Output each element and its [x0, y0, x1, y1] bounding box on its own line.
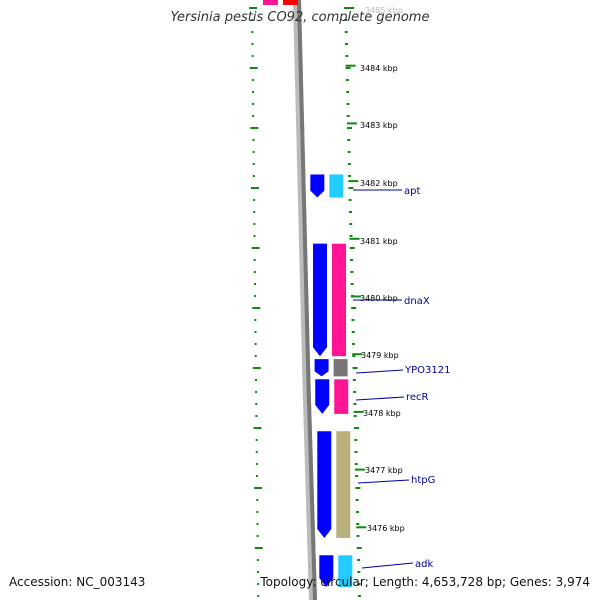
- cds-arrow-htpG: [317, 431, 332, 538]
- cds-arrow-dnaX: [312, 243, 327, 357]
- gene-bar-adk: [338, 555, 353, 587]
- gene-labels: apt dnaX YPO3121 recR htpG adk: [353, 186, 450, 570]
- gene-bar-recR: [334, 379, 349, 414]
- accession-label: Accession: NC_003143: [9, 575, 146, 589]
- kbp-ruler: [344, 7, 367, 529]
- gene-bar-dnaX: [331, 243, 346, 357]
- cds-arrow-apt: [310, 174, 325, 198]
- scale-label-3480: 3480 kbp: [360, 294, 398, 303]
- genome-backbone: [293, 0, 317, 600]
- gene-label-recR[interactable]: recR: [406, 392, 429, 403]
- feature-partial-red: [283, 0, 298, 5]
- scale-label-3477: 3477 kbp: [365, 466, 403, 475]
- scale-label-3482: 3482 kbp: [360, 179, 398, 188]
- map-title: Yersinia pestis CO92, complete genome: [170, 10, 430, 25]
- gene-label-adk[interactable]: adk: [415, 559, 433, 570]
- gene-bar-htpG: [336, 431, 351, 538]
- gene-label-YPO3121[interactable]: YPO3121: [404, 365, 450, 376]
- scale-label-3476: 3476 kbp: [367, 524, 405, 533]
- offscreen-features: [263, 0, 298, 5]
- gene-leader-adk: [361, 562, 414, 569]
- cds-arrow-recR: [315, 379, 330, 414]
- scale-label-3483: 3483 kbp: [360, 121, 398, 130]
- gene-label-htpG[interactable]: htpG: [411, 475, 435, 486]
- gene-bar-YPO3121: [333, 359, 348, 377]
- genome-summary: Topology: circular; Length: 4,653,728 bp…: [260, 575, 590, 589]
- gene-leader-htpG: [357, 479, 410, 484]
- gene-leader-recR: [355, 396, 405, 401]
- gene-label-apt[interactable]: apt: [404, 186, 420, 197]
- gene-leader-YPO3121: [355, 369, 404, 374]
- scale-label-3485: 3485 kbp: [365, 6, 403, 15]
- feature-track: [310, 174, 353, 587]
- feature-partial-pink: [263, 0, 278, 5]
- cds-arrow-adk: [319, 555, 334, 587]
- gene-label-dnaX[interactable]: dnaX: [404, 296, 430, 307]
- scale-label-3479: 3479 kbp: [361, 351, 399, 360]
- cds-arrow-YPO3121: [314, 359, 329, 377]
- kbp-scale-labels: 3485 kbp 3484 kbp 3483 kbp 3482 kbp 3481…: [360, 6, 405, 533]
- scale-label-3478: 3478 kbp: [363, 409, 401, 418]
- gene-bar-apt: [329, 174, 344, 198]
- scale-label-3481: 3481 kbp: [360, 237, 398, 246]
- scale-label-3484: 3484 kbp: [360, 64, 398, 73]
- gc-skew-track: [249, 7, 362, 597]
